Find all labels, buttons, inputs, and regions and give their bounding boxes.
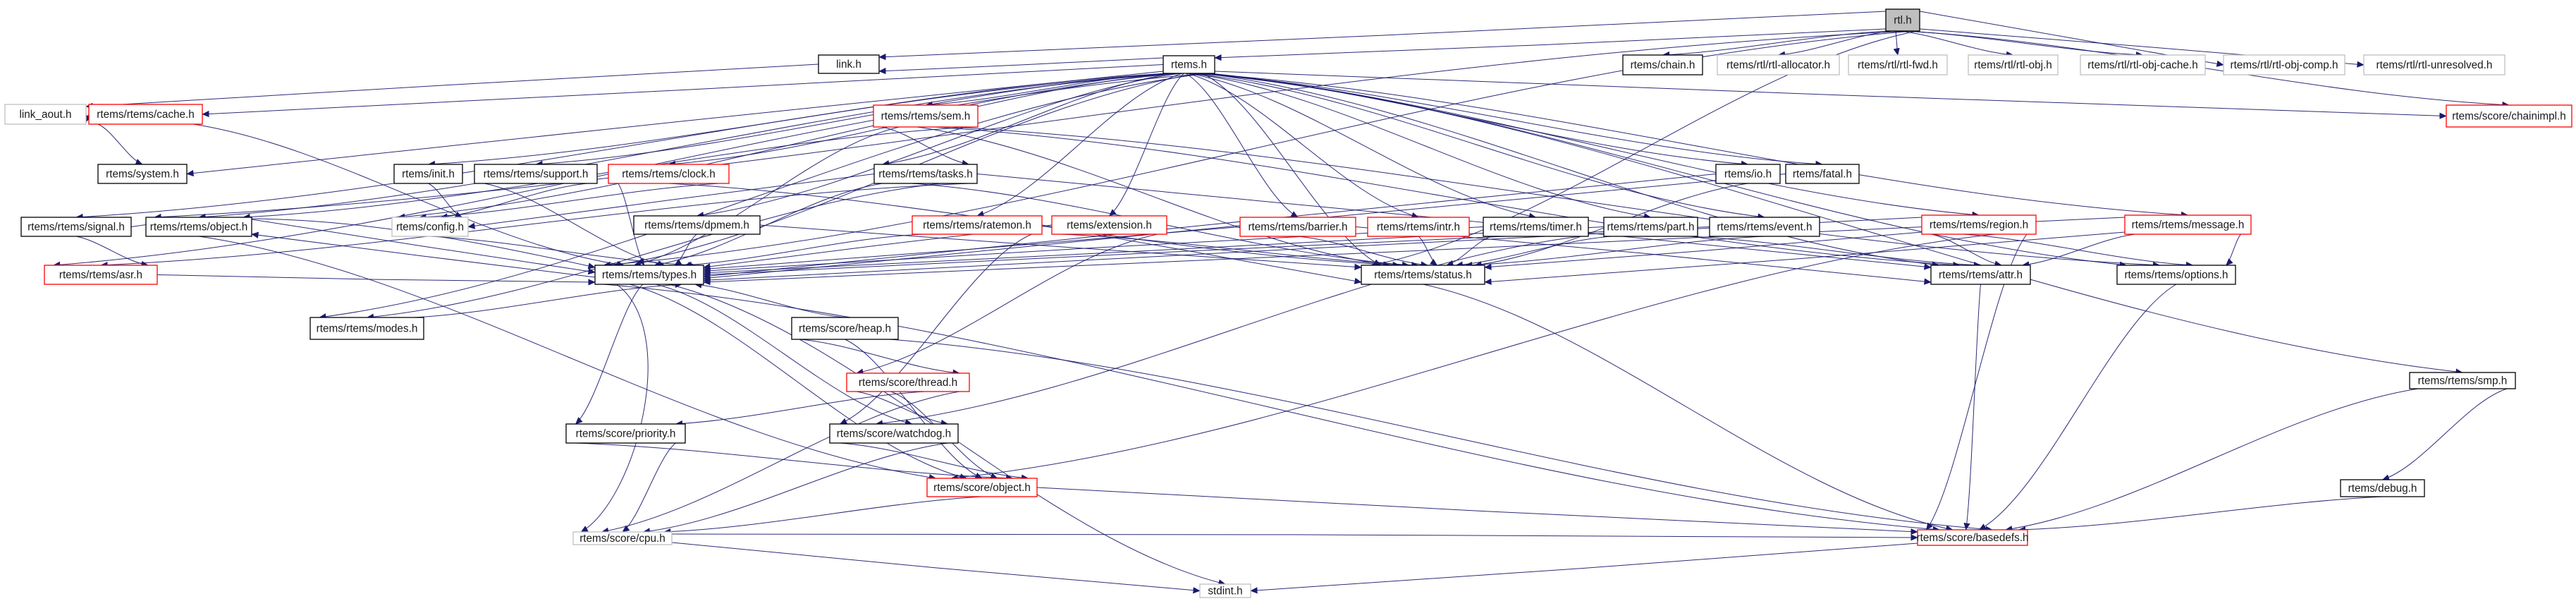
svg-text:rtems/rtl/rtl-unresolved.h: rtems/rtl/rtl-unresolved.h [2376,59,2493,71]
svg-text:rtems/config.h: rtems/config.h [396,222,464,234]
svg-text:rtems/rtems/options.h: rtems/rtems/options.h [2124,269,2228,281]
svg-text:rtems/rtl/rtl-fwd.h: rtems/rtl/rtl-fwd.h [1858,59,1938,71]
svg-text:stdint.h: stdint.h [1208,586,1242,598]
svg-text:link_aout.h: link_aout.h [20,109,72,121]
svg-text:rtems/rtems/status.h: rtems/rtems/status.h [1374,269,1472,281]
svg-text:rtems/rtems/tasks.h: rtems/rtems/tasks.h [878,169,972,181]
svg-text:rtems/rtems/object.h: rtems/rtems/object.h [150,222,248,234]
svg-text:rtems/rtems/message.h: rtems/rtems/message.h [2132,219,2245,231]
svg-text:rtl.h: rtl.h [1894,15,1912,27]
svg-text:rtems/rtl/rtl-obj-comp.h: rtems/rtl/rtl-obj-comp.h [2231,59,2338,71]
svg-text:rtems/rtems/ratemon.h: rtems/rtems/ratemon.h [923,219,1031,231]
svg-text:rtems/score/cpu.h: rtems/score/cpu.h [579,533,666,545]
svg-text:rtems/init.h: rtems/init.h [402,169,455,181]
svg-text:rtems/score/priority.h: rtems/score/priority.h [576,428,676,440]
svg-text:rtems.h: rtems.h [1171,59,1207,71]
svg-text:rtems/rtems/region.h: rtems/rtems/region.h [1930,219,2028,231]
svg-text:link.h: link.h [836,59,861,71]
svg-text:rtems/score/basedefs.h: rtems/score/basedefs.h [1917,532,2029,544]
svg-text:rtems/score/watchdog.h: rtems/score/watchdog.h [837,428,951,440]
svg-text:rtems/fatal.h: rtems/fatal.h [1793,169,1852,181]
svg-text:rtems/rtems/asr.h: rtems/rtems/asr.h [59,269,142,281]
svg-text:rtems/rtems/signal.h: rtems/rtems/signal.h [27,222,125,234]
svg-text:rtems/rtl/rtl-obj-cache.h: rtems/rtl/rtl-obj-cache.h [2087,59,2197,71]
svg-text:rtems/rtems/part.h: rtems/rtems/part.h [1607,222,1694,234]
svg-text:rtems/score/heap.h: rtems/score/heap.h [799,323,891,335]
svg-text:rtems/rtl/rtl-obj.h: rtems/rtl/rtl-obj.h [1974,59,2052,71]
svg-text:rtems/rtems/cache.h: rtems/rtems/cache.h [97,109,195,121]
svg-text:rtems/rtems/timer.h: rtems/rtems/timer.h [1490,222,1582,234]
svg-text:rtems/rtems/modes.h: rtems/rtems/modes.h [317,323,418,335]
svg-text:rtems/io.h: rtems/io.h [1724,169,1772,181]
svg-text:rtems/score/object.h: rtems/score/object.h [933,482,1031,494]
svg-text:rtems/score/chainimpl.h: rtems/score/chainimpl.h [2452,111,2566,123]
svg-text:rtems/rtems/event.h: rtems/rtems/event.h [1717,222,1812,234]
svg-text:rtems/debug.h: rtems/debug.h [2348,483,2417,495]
svg-text:rtems/rtems/attr.h: rtems/rtems/attr.h [1939,269,2023,281]
svg-text:rtems/rtems/intr.h: rtems/rtems/intr.h [1377,222,1460,234]
svg-text:rtems/rtems/types.h: rtems/rtems/types.h [602,269,697,281]
svg-text:rtems/extension.h: rtems/extension.h [1067,219,1152,231]
svg-text:rtems/rtems/barrier.h: rtems/rtems/barrier.h [1248,222,1347,234]
svg-text:rtems/rtems/smp.h: rtems/rtems/smp.h [2418,375,2508,387]
svg-text:rtems/rtl/rtl-allocator.h: rtems/rtl/rtl-allocator.h [1726,59,1830,71]
svg-text:rtems/rtems/clock.h: rtems/rtems/clock.h [622,169,716,181]
svg-text:rtems/system.h: rtems/system.h [106,169,179,181]
svg-text:rtems/chain.h: rtems/chain.h [1631,59,1695,71]
svg-text:rtems/rtems/support.h: rtems/rtems/support.h [484,169,589,181]
svg-text:rtems/rtems/dpmem.h: rtems/rtems/dpmem.h [644,219,749,231]
svg-text:rtems/rtems/sem.h: rtems/rtems/sem.h [881,111,971,123]
svg-text:rtems/score/thread.h: rtems/score/thread.h [859,377,957,389]
